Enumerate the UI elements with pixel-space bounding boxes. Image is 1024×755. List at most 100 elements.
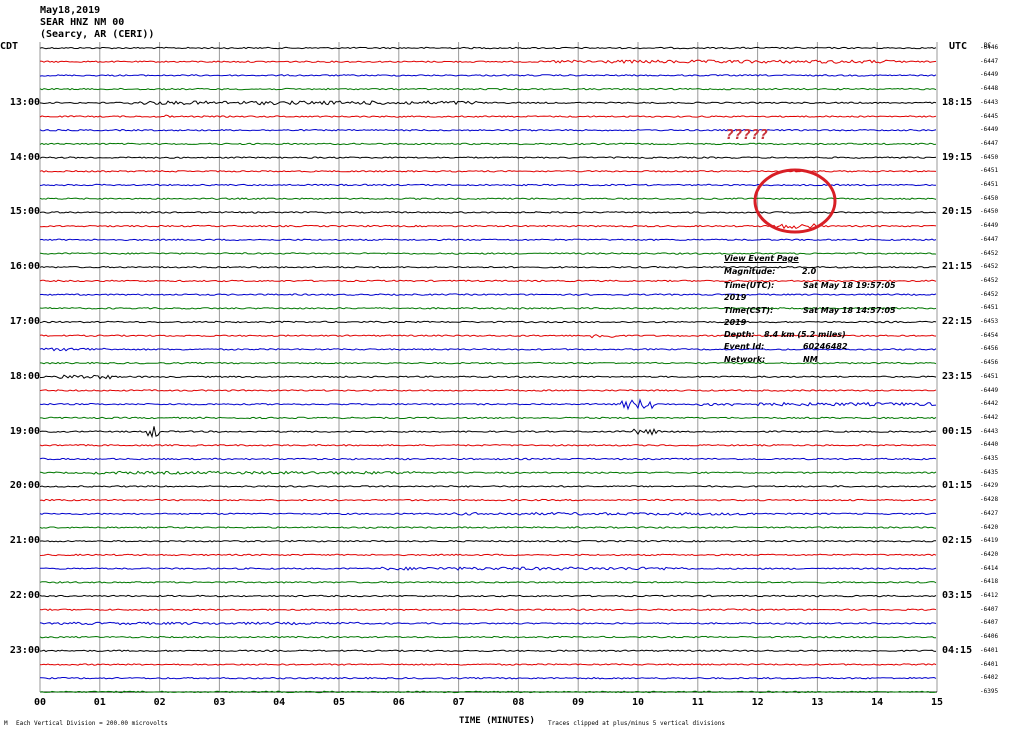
- right-hour-label: 18:15: [942, 96, 973, 108]
- seismic-trace: [39, 553, 937, 557]
- trace-count-label: -6401: [980, 660, 999, 668]
- left-timezone-label: CDT: [0, 41, 19, 52]
- seismic-trace: [39, 87, 937, 91]
- seismic-trace: [39, 526, 937, 529]
- right-hour-label: 23:15: [942, 370, 973, 382]
- trace-count-label: -6447: [980, 235, 999, 243]
- x-tick-label: 06: [392, 697, 405, 708]
- question-marks-annotation: ?????: [726, 128, 769, 143]
- seismic-trace: [39, 580, 937, 584]
- grid-lines: [39, 42, 938, 693]
- trace-count-label: -6450: [980, 153, 999, 161]
- event-circle-annotation: [753, 168, 837, 234]
- trace-count-label: -6401: [980, 646, 999, 654]
- seismic-trace: [39, 635, 936, 639]
- trace-count-label: -6449: [980, 386, 999, 394]
- seismic-trace: [39, 649, 937, 653]
- trace-count-label: -6447: [980, 139, 999, 147]
- trace-count-label: -6419: [980, 537, 999, 545]
- seismic-trace: [39, 279, 937, 283]
- right-timezone-label: UTC: [949, 41, 968, 52]
- seismic-trace: [39, 307, 937, 310]
- trace-count-label: -6407: [980, 619, 999, 627]
- trace-count-label: -6454: [980, 331, 999, 339]
- right-hour-label: 20:15: [942, 206, 973, 218]
- left-hour-label: 14:00: [9, 151, 40, 163]
- footer-marker: M: [4, 720, 8, 727]
- trace-count-label: -6412: [980, 592, 999, 599]
- view-event-page-link[interactable]: View Event Page: [724, 254, 799, 263]
- x-tick-label: 01: [93, 697, 106, 708]
- trace-count-label: -6447: [980, 57, 999, 65]
- left-hour-label: 17:00: [9, 316, 40, 327]
- x-tick-label: 02: [153, 697, 166, 708]
- left-hour-label: 21:00: [9, 535, 40, 547]
- footer-clip-note: Traces clipped at plus/minus 5 vertical …: [548, 720, 726, 727]
- event-depth-value: 8.4 km (5.2 miles): [764, 330, 846, 339]
- trace-count-label: -6442: [980, 413, 999, 421]
- seismic-trace: [39, 676, 937, 680]
- seismic-trace: [39, 426, 936, 439]
- seismic-trace: [39, 238, 937, 242]
- event-cst-value: Sat May 18 14:57:05: [803, 306, 896, 315]
- seismic-trace: [39, 470, 937, 475]
- left-hour-label: 15:00: [9, 206, 40, 218]
- event-depth-label: Depth:: [724, 330, 755, 339]
- seismic-trace: [39, 457, 937, 461]
- x-tick-label: 13: [811, 697, 824, 708]
- left-hour-label: 20:00: [9, 480, 40, 492]
- x-tick-label: 08: [512, 697, 525, 708]
- seismic-trace: [39, 663, 937, 666]
- event-utc-year: 2019: [724, 293, 747, 302]
- left-hour-label: 13:00: [9, 96, 40, 108]
- seismic-trace: [39, 539, 937, 543]
- seismic-trace: [39, 389, 937, 392]
- x-tick-label: 11: [691, 697, 704, 708]
- seismic-trace: [39, 252, 937, 255]
- seismic-trace: [39, 347, 937, 352]
- seismic-trace: [39, 211, 937, 214]
- x-tick-label: 00: [33, 697, 47, 708]
- seismic-traces: [39, 46, 937, 694]
- event-magnitude-label: Magnitude:: [724, 267, 776, 276]
- trace-count-label: -6420: [980, 523, 999, 531]
- x-axis-title: TIME (MINUTES): [459, 716, 535, 726]
- seismic-trace: [39, 293, 937, 296]
- event-cst-year: 2019: [724, 318, 747, 327]
- seismic-trace: [39, 142, 937, 146]
- right-hour-label: 04:15: [942, 644, 973, 656]
- left-hour-label: 19:00: [9, 425, 40, 437]
- trace-count-label: -6427: [980, 509, 999, 517]
- trace-count-label: -6443: [980, 427, 999, 435]
- seismic-trace: [39, 498, 937, 502]
- seismic-trace: [39, 114, 937, 118]
- trace-count-label: -6449: [980, 222, 999, 230]
- seismic-trace: [39, 197, 937, 201]
- x-tick-label: 15: [930, 697, 944, 708]
- event-magnitude-value: 2.0: [802, 267, 817, 276]
- x-tick-label: 10: [631, 697, 645, 708]
- seismic-trace: [39, 398, 937, 411]
- seismic-trace: [40, 416, 937, 420]
- trace-count-label: -6452: [980, 263, 999, 271]
- trace-count-label: -6442: [980, 400, 999, 408]
- seismic-trace: [39, 485, 937, 488]
- trace-count-label: -6450: [980, 194, 999, 202]
- left-hour-label: 16:00: [9, 261, 40, 273]
- trace-count-label: -6452: [980, 276, 999, 284]
- left-hour-label: 22:00: [9, 590, 40, 601]
- seismic-trace: [39, 608, 937, 611]
- right-hour-label: 22:15: [942, 316, 973, 327]
- right-hour-label: 00:15: [942, 425, 973, 437]
- trace-count-label: -6395: [980, 687, 999, 695]
- event-id-value: 60246482: [803, 342, 848, 351]
- x-tick-label: 03: [213, 697, 226, 708]
- count-unit-label: DC: [984, 42, 992, 49]
- trace-count-label: -6446: [980, 44, 999, 51]
- x-tick-label: 05: [332, 697, 346, 708]
- seismic-trace: [39, 320, 937, 324]
- trace-count-label: -6443: [980, 98, 999, 106]
- trace-count-label: -6418: [980, 578, 999, 586]
- right-hour-label: 02:15: [942, 535, 973, 547]
- trace-count-label: -6453: [980, 318, 999, 325]
